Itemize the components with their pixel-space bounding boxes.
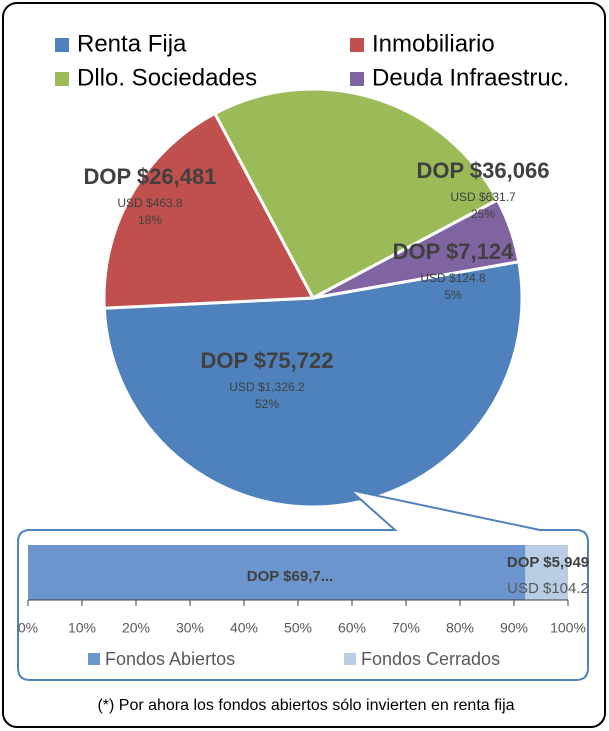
value-label: 52% (255, 397, 279, 411)
x-tick-label: 0% (18, 620, 38, 636)
x-tick-label: 90% (500, 620, 528, 636)
bar-chart: 0% 10% 20% 30% 40% 50% 60% 70% 80% 90% 100% DOP $69… (18, 545, 589, 669)
x-tick-label: 50% (284, 620, 312, 636)
x-tick-label: 10% (68, 620, 96, 636)
legend-swatch (55, 38, 69, 52)
value-label: 25% (471, 207, 495, 221)
x-tick-label: 30% (176, 620, 204, 636)
x-tick-label: 20% (122, 620, 150, 636)
value-label: 18% (138, 213, 162, 227)
legend-label: Dllo. Sociedades (77, 64, 257, 91)
bar-segment (525, 545, 568, 600)
usd-label: USD $1,326.2 (229, 380, 305, 394)
usd-label: USD $124.8 (420, 271, 486, 285)
legend-swatch (88, 653, 100, 665)
x-tick-label: 100% (550, 620, 586, 636)
x-tick-label: 70% (392, 620, 420, 636)
pie-slice (312, 197, 521, 300)
legend-label: Deuda Infraestruc. (372, 64, 569, 91)
legend-swatch (55, 72, 69, 86)
x-tick-label: 40% (230, 620, 258, 636)
bar-usd-label: USD $104.2 (507, 580, 589, 597)
dop-label: DOP $26,481 (84, 164, 217, 189)
bar-segment (28, 545, 526, 600)
legend-swatch (344, 653, 356, 665)
legend-label: Renta Fija (77, 30, 187, 57)
pie: DOP $75,722 USD $1,326.2 52% DOP $26,481 USD… (84, 87, 550, 509)
value-label: 5% (444, 288, 462, 302)
dop-label: DOP $36,066 (417, 158, 550, 183)
bar-label: DOP $69,7... (247, 568, 333, 585)
legend-label: Inmobiliario (372, 30, 495, 57)
legend-swatch (350, 72, 364, 86)
dop-label: DOP $75,722 (201, 348, 334, 373)
pie-slice (102, 111, 316, 310)
usd-label: USD $463.8 (117, 196, 183, 210)
x-tick-label: 60% (338, 620, 366, 636)
pie-slice (212, 87, 500, 301)
pie-slice (102, 259, 524, 509)
bar-label: DOP $5,949 (507, 554, 589, 571)
legend-swatch (350, 38, 364, 52)
legend-label: Fondos Abiertos (105, 649, 235, 669)
dop-label: DOP $7,124 (393, 239, 514, 264)
usd-label: USD $631.7 (450, 190, 516, 204)
legend-label: Fondos Cerrados (361, 649, 500, 669)
x-tick-label: 80% (446, 620, 474, 636)
footnote: (*) Por ahora los fondos abiertos sólo i… (97, 697, 514, 714)
